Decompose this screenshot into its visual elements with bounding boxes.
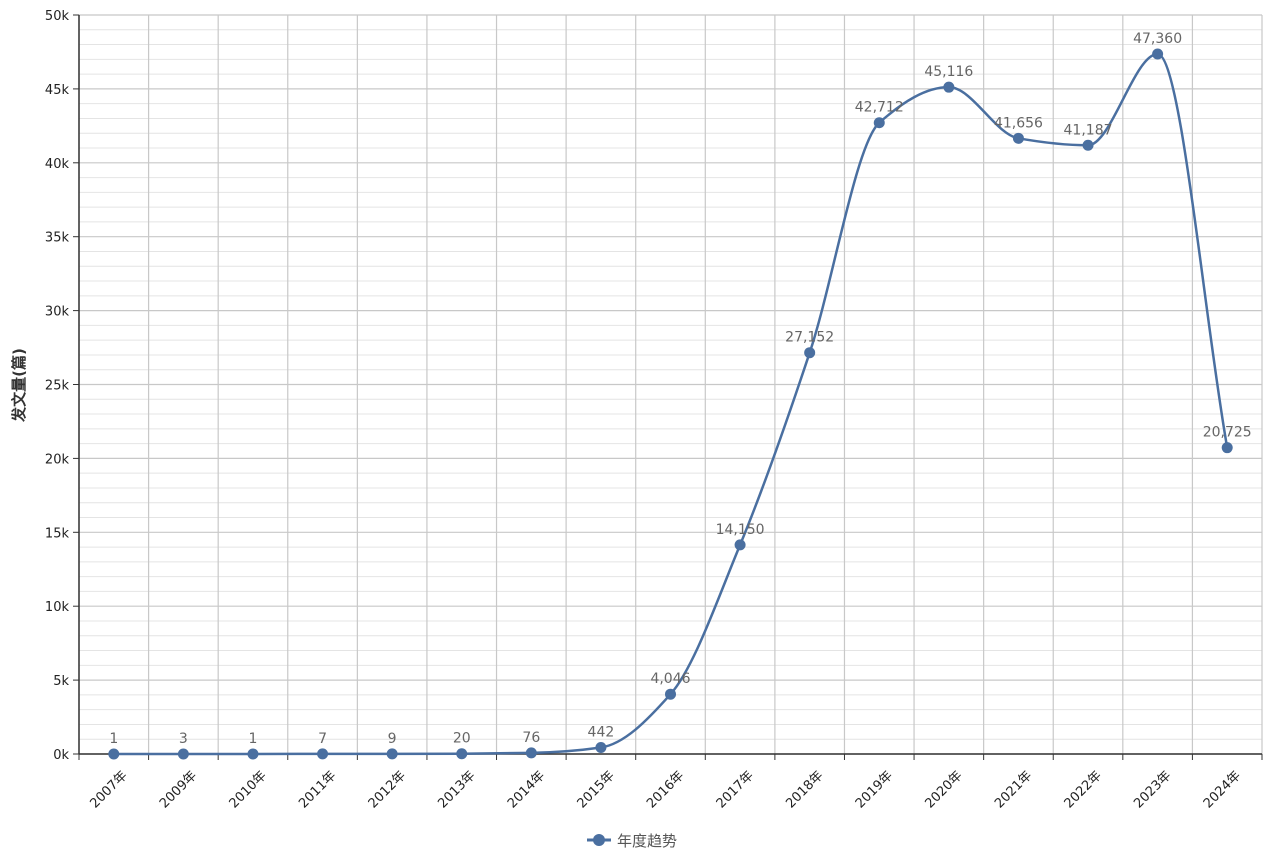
x-tick-label: 2007年: [87, 768, 130, 811]
x-tick-label: 2024年: [1201, 768, 1244, 811]
x-tick-label: 2013年: [435, 768, 478, 811]
data-point: [317, 748, 329, 760]
x-tick-label: 2009年: [157, 768, 200, 811]
data-point: [247, 748, 259, 760]
data-point: [1012, 132, 1024, 144]
y-tick-label: 30k: [45, 305, 70, 320]
data-point: [665, 688, 676, 700]
data-label: 7: [318, 731, 327, 747]
y-tick-label: 5k: [53, 674, 69, 689]
x-tick-label: 2017年: [714, 768, 757, 811]
y-axis-title: 发文量(篇): [10, 348, 28, 423]
data-label: 14,150: [716, 522, 765, 538]
legend-label: 年度趋势: [617, 832, 677, 850]
data-point: [1221, 442, 1233, 454]
data-point: [386, 748, 398, 760]
data-point: [456, 748, 468, 760]
series-annual-trend: [108, 48, 1233, 760]
data-point: [108, 748, 120, 760]
y-tick-label: 10k: [45, 600, 70, 615]
data-label: 20: [453, 731, 471, 747]
data-point: [943, 81, 955, 93]
y-tick-label: 50k: [45, 9, 70, 24]
data-label: 45,116: [924, 64, 973, 80]
data-label: 41,187: [1064, 122, 1113, 138]
legend[interactable]: 年度趋势: [587, 832, 677, 850]
data-point: [177, 748, 189, 760]
x-tick-label: 2021年: [992, 768, 1035, 811]
x-tick-label: 2011年: [296, 768, 339, 811]
data-label: 76: [522, 730, 540, 746]
x-tick-label: 2015年: [575, 768, 618, 811]
y-tick-label: 25k: [45, 379, 70, 394]
y-tick-label: 35k: [45, 231, 70, 246]
data-point: [873, 117, 885, 129]
y-tick-label: 20k: [45, 452, 70, 467]
data-point: [804, 347, 816, 359]
y-tick-label: 0k: [53, 748, 69, 763]
data-label: 41,656: [994, 115, 1043, 131]
data-point: [734, 539, 746, 551]
x-tick-label: 2016年: [644, 768, 687, 811]
data-point: [595, 741, 607, 753]
data-label: 4,046: [650, 671, 690, 687]
series-line-annual-trend: [113, 52, 1229, 756]
data-label: 42,712: [855, 100, 904, 116]
data-point: [1082, 139, 1094, 151]
data-labels: 1 3 1 7 9 20 76 442 4,046 14,150 27,152 42,712 45,11…: [109, 31, 1251, 747]
y-tick-label: 15k: [45, 526, 70, 541]
x-tick-label: 2014年: [505, 768, 548, 811]
legend-dot-marker: [593, 834, 605, 846]
data-point: [1152, 48, 1164, 60]
x-tick-label: 2010年: [227, 768, 270, 811]
x-tick-label: 2018年: [783, 768, 826, 811]
data-label: 1: [109, 731, 118, 747]
x-tick-label: 2020年: [922, 768, 965, 811]
y-tick-label: 40k: [45, 157, 70, 172]
x-tick-label: 2012年: [366, 768, 409, 811]
data-label: 1: [249, 731, 258, 747]
x-tick-label: 2023年: [1131, 768, 1174, 811]
data-label: 442: [588, 724, 615, 740]
data-label: 3: [179, 731, 188, 747]
x-tick-label: 2019年: [853, 768, 896, 811]
data-label: 27,152: [785, 330, 834, 346]
data-point: [525, 747, 537, 759]
data-label: 20,725: [1203, 425, 1252, 441]
data-label: 9: [388, 731, 397, 747]
grid: [78, 14, 1263, 755]
data-label: 47,360: [1133, 31, 1182, 47]
x-tick-label: 2022年: [1062, 768, 1105, 811]
y-tick-label: 45k: [45, 83, 70, 98]
